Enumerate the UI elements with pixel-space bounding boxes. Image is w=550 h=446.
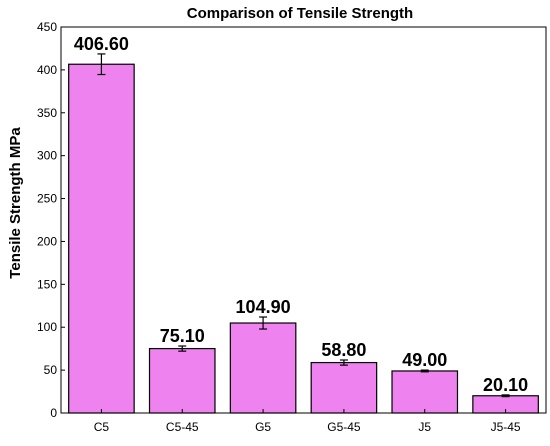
y-tick-label: 150 [37, 277, 57, 291]
x-axis-ticks: C5 C5-45 G5 G5-45 J5 J5-45 [94, 409, 521, 434]
y-tick-label: 300 [37, 149, 57, 163]
data-label: 58.80 [321, 340, 366, 360]
chart-title: Comparison of Tensile Strength [187, 5, 413, 22]
error-bar [178, 345, 187, 352]
y-tick-label: 400 [37, 63, 57, 77]
x-tick-label: J5-45 [491, 420, 521, 434]
error-bar [420, 369, 429, 373]
error-bar [339, 359, 348, 366]
bar-c5-45 [148, 347, 216, 414]
data-label: 104.90 [236, 297, 291, 317]
data-label: 75.10 [160, 326, 205, 346]
data-label: 49.00 [402, 350, 447, 370]
error-bar [259, 316, 268, 330]
y-tick-label: 200 [37, 234, 57, 248]
data-label: 20.10 [483, 375, 528, 395]
plot-frame [60, 26, 547, 414]
x-tick-label: G5 [255, 420, 271, 434]
y-tick-label: 100 [37, 320, 57, 334]
x-tick-label: C5-45 [166, 420, 199, 434]
x-tick-label: G5-45 [327, 420, 361, 434]
y-tick-label: 0 [50, 406, 57, 420]
bar-j5 [391, 370, 459, 414]
y-axis-label: Tensile Strength MPa [7, 127, 24, 279]
y-tick-label: 50 [44, 363, 58, 377]
error-bar [501, 394, 510, 398]
error-bars-group [97, 53, 510, 398]
y-tick-label: 350 [37, 106, 57, 120]
bars-group [68, 63, 539, 414]
x-tick-label: J5 [418, 420, 431, 434]
data-labels-group: 406.60 75.10 104.90 58.80 49.00 20.10 [74, 34, 528, 395]
bar-g5-45 [310, 361, 378, 414]
x-tick-label: C5 [94, 420, 110, 434]
data-label: 406.60 [74, 34, 129, 54]
bar-g5 [229, 322, 297, 414]
y-tick-label: 250 [37, 192, 57, 206]
bar-c5 [68, 63, 135, 414]
y-tick-label: 450 [37, 20, 57, 34]
error-bar [97, 53, 106, 76]
y-axis-ticks: 0 50 100 150 200 250 300 350 400 450 [37, 20, 65, 420]
